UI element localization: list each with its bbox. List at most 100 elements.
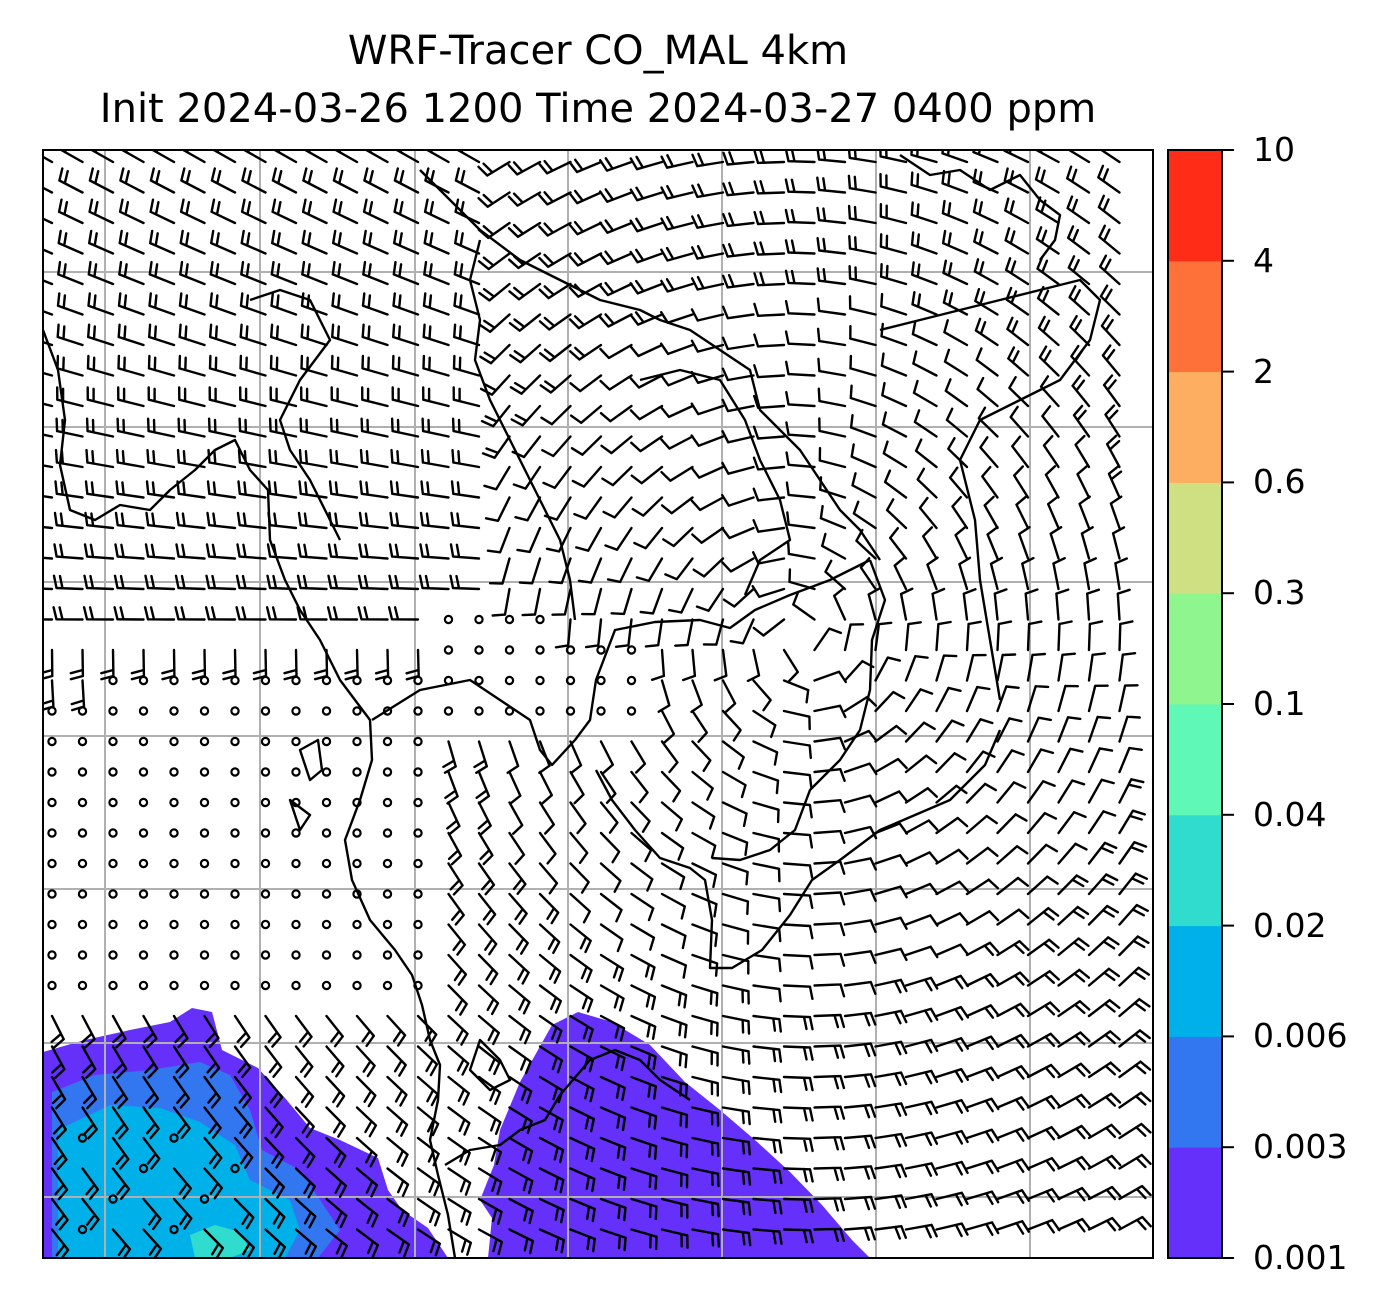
wind-barb <box>294 1014 313 1048</box>
wind-barb <box>447 1228 472 1256</box>
wind-barb <box>935 912 969 926</box>
wind-barb <box>721 709 742 742</box>
wind-barb <box>1057 905 1090 926</box>
wind-barb <box>721 923 750 945</box>
wind-barb <box>691 152 725 168</box>
wind-barb <box>518 557 542 585</box>
wind-barb <box>1118 841 1148 865</box>
wind-barb <box>507 160 542 176</box>
wind-barb <box>606 557 633 584</box>
wind-barb <box>631 496 664 517</box>
calm-marker <box>413 950 423 960</box>
wind-barb <box>629 279 664 295</box>
wind-barb <box>599 1167 627 1192</box>
wind-barb <box>599 923 624 953</box>
wind-barb <box>83 574 115 591</box>
wind-barb <box>911 320 938 347</box>
wind-barb <box>1087 999 1121 1018</box>
wind-barb <box>1087 810 1117 835</box>
wind-barb <box>599 1106 627 1132</box>
calm-marker <box>321 950 332 960</box>
wind-barb <box>391 386 420 408</box>
calm-marker <box>260 889 271 899</box>
wind-barb <box>989 556 1004 591</box>
wind-barb <box>386 1075 408 1107</box>
wind-barb <box>813 1197 845 1212</box>
wind-barb <box>507 191 542 207</box>
wind-barb <box>175 511 206 530</box>
wind-barb <box>176 448 206 469</box>
colorbar-segment <box>1168 704 1222 816</box>
wind-barb <box>43 556 54 560</box>
wind-barb <box>477 801 492 835</box>
wind-barb <box>918 496 938 530</box>
calm-marker <box>413 675 423 686</box>
wind-barb <box>1057 1186 1092 1202</box>
wind-barb <box>1114 557 1128 591</box>
wind-barb <box>450 511 481 530</box>
wind-barb <box>386 1228 410 1258</box>
wind-barb <box>56 292 84 316</box>
wind-barb <box>233 1014 251 1048</box>
wind-barb <box>332 198 359 225</box>
wind-barb <box>976 376 999 408</box>
wind-barb <box>691 740 712 772</box>
wind-barbs <box>43 150 1152 1258</box>
calm-marker <box>413 828 423 838</box>
calm-marker <box>291 950 301 960</box>
wind-barb <box>1037 315 1060 347</box>
wind-barb <box>660 246 694 262</box>
wind-barb <box>453 323 481 347</box>
wind-barb <box>1074 434 1091 469</box>
wind-barb <box>331 292 359 316</box>
wind-barb <box>974 288 999 316</box>
wind-barb <box>1026 875 1059 896</box>
wind-barb <box>662 526 694 548</box>
wind-barb <box>477 923 498 956</box>
wind-barb <box>1006 316 1030 347</box>
wind-barb <box>996 876 1029 896</box>
wind-barb <box>111 1045 128 1079</box>
calm-marker <box>535 706 545 716</box>
wind-barb <box>1066 165 1091 194</box>
wind-barb <box>843 1195 877 1211</box>
wind-barb <box>330 386 359 408</box>
wind-barb <box>180 167 206 194</box>
wind-barb <box>660 278 694 293</box>
wind-barb <box>874 1132 908 1148</box>
wind-barb <box>721 336 755 351</box>
wind-barb <box>904 721 936 743</box>
wind-barb <box>904 819 939 835</box>
wind-barb <box>542 465 572 489</box>
calm-marker <box>77 797 88 808</box>
wind-barb <box>782 770 813 789</box>
wind-barb <box>450 480 481 499</box>
wind-barb <box>416 1167 441 1197</box>
wind-barb <box>509 343 542 364</box>
wind-barb <box>751 585 786 598</box>
wind-barb <box>264 1197 286 1229</box>
wind-barb <box>148 292 176 316</box>
wind-barb <box>146 448 176 469</box>
wind-barb <box>983 495 999 530</box>
wind-barb <box>420 480 450 499</box>
wind-barb <box>786 511 816 530</box>
wind-barb <box>301 198 328 225</box>
colorbar-tick-label: 0.02 <box>1253 905 1327 945</box>
wind-barb <box>355 1197 379 1228</box>
calm-marker <box>321 706 332 716</box>
wind-barb <box>508 923 529 955</box>
calm-marker <box>199 828 210 838</box>
calm-marker <box>169 706 179 716</box>
wind-barb <box>721 1167 752 1186</box>
wind-barb <box>993 588 1008 621</box>
wind-barb <box>986 525 999 560</box>
wind-barb <box>752 953 782 973</box>
wind-barb <box>538 953 562 984</box>
wind-barb <box>1072 404 1091 438</box>
wind-barb <box>1087 904 1120 926</box>
wind-barb <box>416 1075 439 1107</box>
wind-barb <box>477 862 496 896</box>
wind-barb <box>360 417 389 438</box>
calm-marker <box>321 858 332 869</box>
